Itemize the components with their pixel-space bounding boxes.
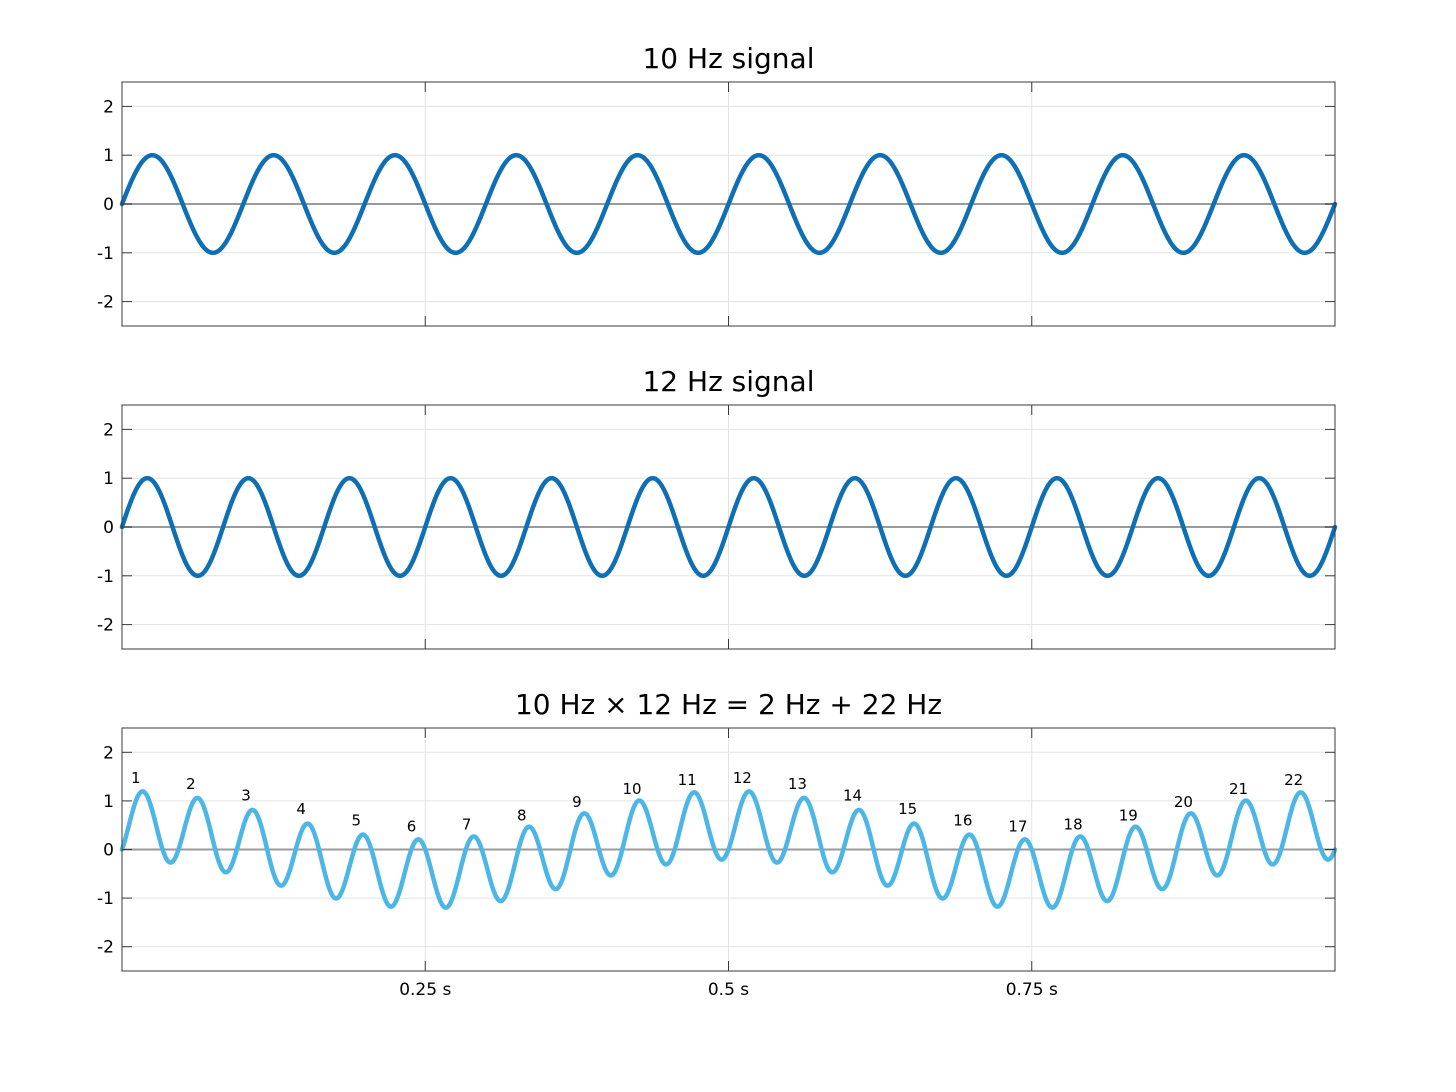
chart-panel-2: 2 1 0 -1 -2 12 Hz signal: [97, 365, 1338, 650]
y-tick-label-1: 1: [103, 469, 114, 489]
peak-label-17: 17: [1008, 817, 1027, 835]
peak-label-16: 16: [953, 812, 972, 830]
y-tick-label-3: -1: [97, 244, 114, 264]
peak-label-13: 13: [788, 775, 807, 793]
y-tick-label-4: -2: [97, 616, 114, 636]
y-tick-label-2: 0: [103, 195, 114, 215]
y-tick-label-3: -1: [97, 889, 114, 909]
peak-label-10: 10: [622, 780, 641, 798]
peak-label-21: 21: [1229, 780, 1248, 798]
chart-title: 10 Hz × 12 Hz = 2 Hz + 22 Hz: [515, 688, 942, 721]
y-tick-label-0: 2: [103, 743, 114, 763]
peak-label-2: 2: [186, 775, 196, 793]
y-tick-label-4: -2: [97, 938, 114, 958]
chart-panel-3: 210-1-20.25 s 0.5 s 0.75 s10 Hz × 12 Hz = …: [97, 688, 1338, 1000]
y-tick-label-0: 2: [103, 420, 114, 440]
series-line: [119, 789, 1338, 910]
series-line: [119, 475, 1338, 579]
peak-label-7: 7: [462, 815, 472, 833]
series-line: [119, 152, 1338, 256]
peak-label-11: 11: [678, 771, 697, 789]
y-tick-label-3: -1: [97, 567, 114, 587]
chart-title: 12 Hz signal: [642, 365, 814, 398]
y-tick-label-2: 0: [103, 518, 114, 538]
peak-label-18: 18: [1064, 815, 1083, 833]
y-tick-label-0: 2: [103, 97, 114, 117]
y-tick-label-1: 1: [103, 146, 114, 166]
chart-title: 10 Hz signal: [642, 42, 814, 75]
peak-label-1: 1: [131, 769, 141, 787]
peak-label-5: 5: [352, 812, 362, 830]
peak-label-22: 22: [1284, 771, 1303, 789]
x-tick-label-1: 0.5 s: [708, 980, 749, 1000]
peak-label-8: 8: [517, 806, 527, 824]
peak-label-20: 20: [1174, 793, 1193, 811]
peak-label-4: 4: [296, 800, 306, 818]
chart-panel-1: 2 1 0 -1 -2 10 Hz signal: [97, 42, 1338, 327]
peak-label-6: 6: [407, 817, 417, 835]
peak-label-19: 19: [1119, 806, 1138, 824]
y-tick-label-2: 0: [103, 841, 114, 861]
x-tick-label-0: 0.25 s: [399, 980, 451, 1000]
y-tick-label-4: -2: [97, 293, 114, 313]
peak-label-3: 3: [241, 786, 251, 804]
x-tick-label-2: 0.75 s: [1006, 980, 1058, 1000]
peak-label-14: 14: [843, 786, 862, 804]
peak-label-15: 15: [898, 800, 917, 818]
peak-label-12: 12: [733, 769, 752, 787]
peak-label-9: 9: [572, 793, 582, 811]
y-tick-label-1: 1: [103, 792, 114, 812]
